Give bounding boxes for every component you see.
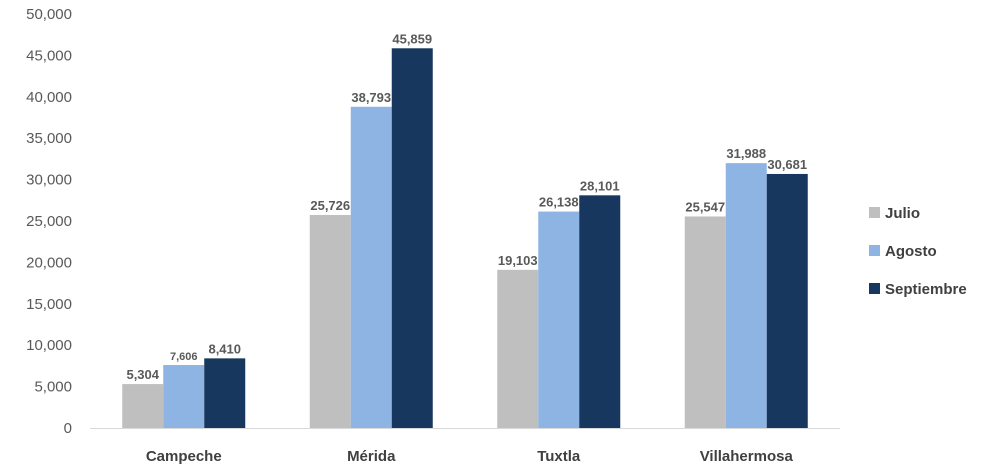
data-label: 25,547 — [685, 199, 725, 214]
data-label: 8,410 — [208, 341, 241, 356]
category-label: Mérida — [347, 448, 396, 465]
y-tick-label: 0 — [64, 420, 72, 437]
legend-swatch — [869, 245, 880, 256]
data-label: 19,103 — [498, 253, 538, 268]
bar-julio-2 — [497, 269, 539, 428]
category-label: Tuxtla — [537, 448, 581, 465]
bars: 5,304 7,606 8,410 25,726 38,793 45,859 19,103 2… — [122, 31, 808, 429]
data-label: 30,681 — [767, 157, 807, 172]
x-axis: Campeche Mérida Tuxtla Villahermosa — [90, 428, 840, 465]
bar-agosto-0 — [163, 365, 205, 428]
data-label: 5,304 — [126, 367, 159, 382]
data-label: 25,726 — [310, 198, 350, 213]
bar-agosto-1 — [350, 106, 392, 429]
y-tick-label: 10,000 — [26, 337, 72, 354]
bar-septiembre-1 — [391, 48, 433, 429]
legend-label: Julio — [885, 205, 920, 222]
y-tick-label: 45,000 — [26, 47, 72, 64]
bar-julio-3 — [684, 216, 726, 428]
bar-julio-1 — [309, 214, 351, 428]
legend-label: Septiembre — [885, 281, 967, 298]
category-label: Campeche — [146, 448, 222, 465]
bar-septiembre-0 — [204, 358, 246, 428]
y-tick-label: 50,000 — [26, 6, 72, 23]
y-tick-label: 20,000 — [26, 254, 72, 271]
data-label: 28,101 — [580, 178, 620, 193]
y-tick-label: 30,000 — [26, 172, 72, 189]
y-tick-label: 25,000 — [26, 213, 72, 230]
data-label: 45,859 — [392, 31, 432, 46]
y-tick-label: 35,000 — [26, 130, 72, 147]
legend-swatch — [869, 283, 880, 294]
legend-label: Agosto — [885, 243, 937, 260]
y-axis: 0 5,000 10,000 15,000 20,000 25,000 30,000 35,0… — [26, 6, 72, 437]
category-label: Villahermosa — [700, 448, 794, 465]
bar-agosto-3 — [725, 163, 767, 429]
data-label: 7,606 — [170, 351, 198, 363]
bar-agosto-2 — [538, 211, 580, 428]
bar-septiembre-3 — [766, 173, 808, 428]
data-label: 31,988 — [726, 146, 766, 161]
bar-septiembre-2 — [579, 195, 621, 428]
data-label: 38,793 — [351, 90, 391, 105]
y-tick-label: 40,000 — [26, 89, 72, 106]
y-tick-label: 5,000 — [34, 379, 72, 396]
data-label: 26,138 — [539, 195, 579, 210]
bar-julio-0 — [122, 384, 164, 428]
y-tick-label: 15,000 — [26, 296, 72, 313]
legend-swatch — [869, 207, 880, 218]
legend: Julio Agosto Septiembre — [869, 205, 967, 298]
